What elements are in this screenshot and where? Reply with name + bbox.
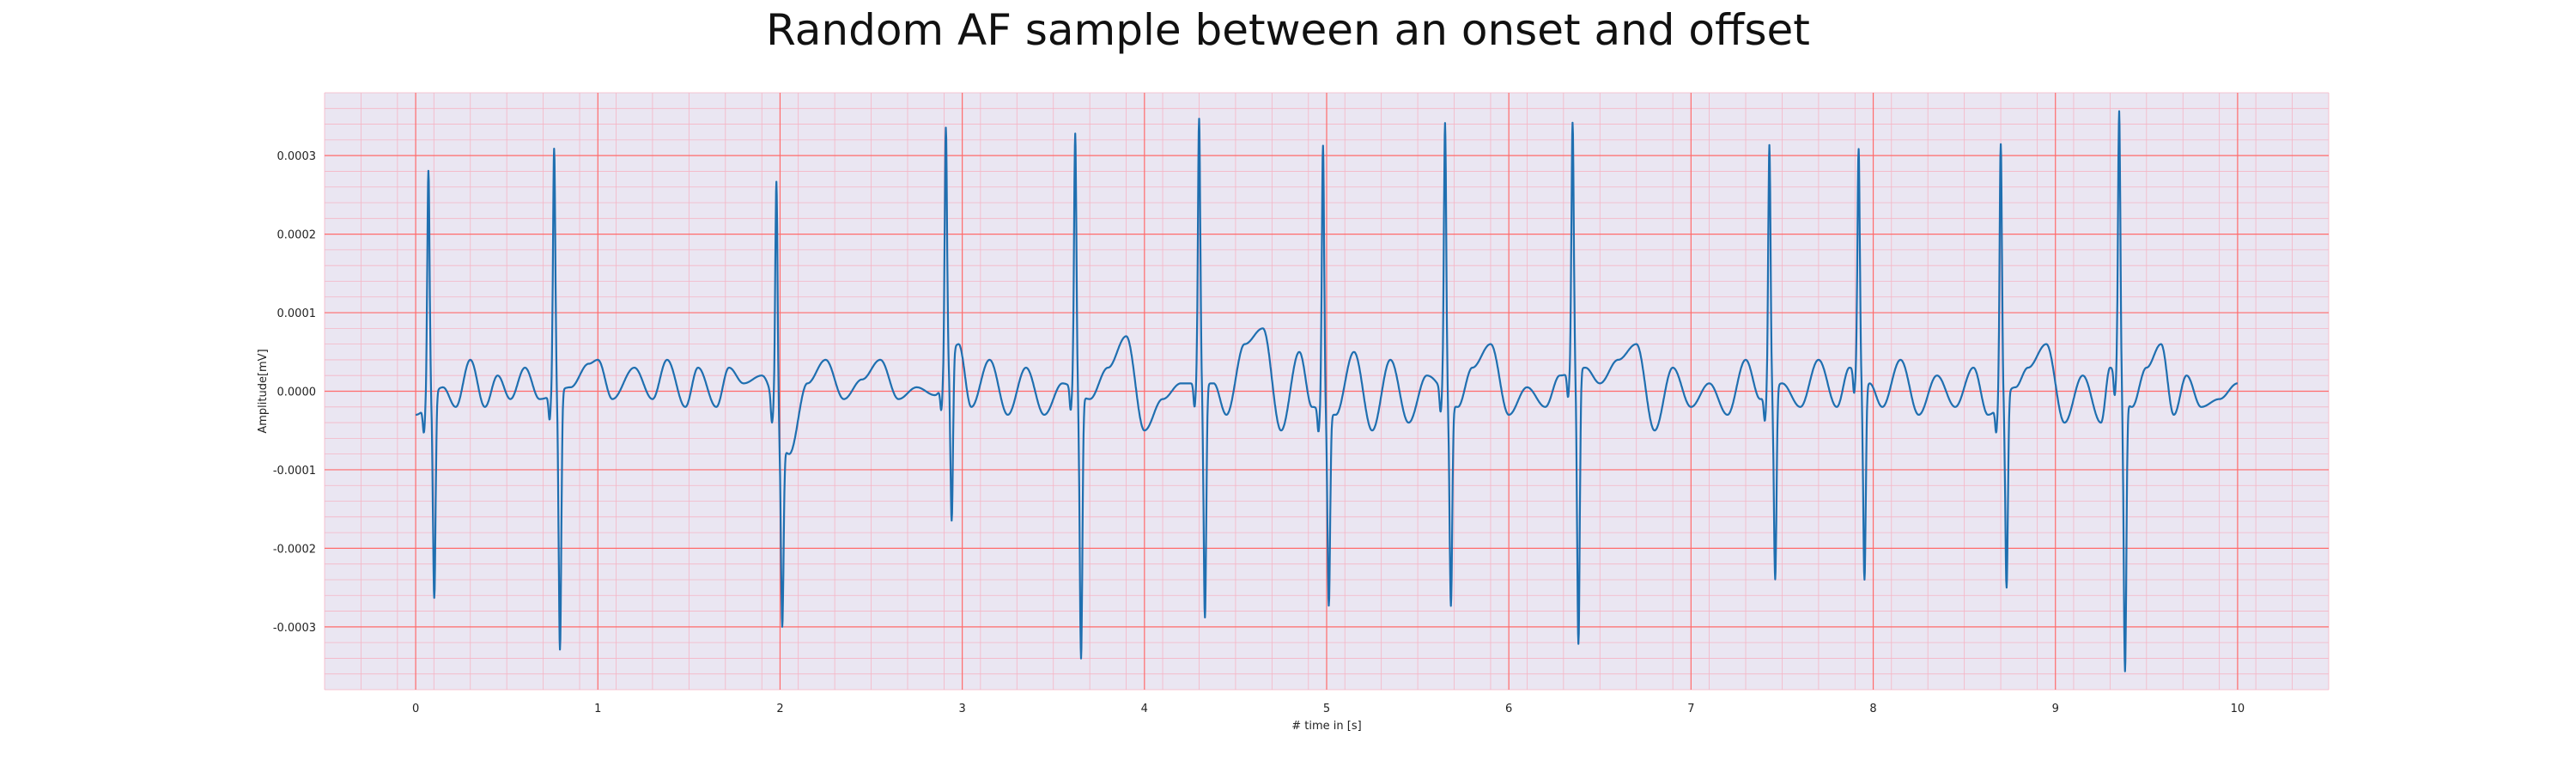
y-tick-label: 0.0003 bbox=[277, 150, 317, 163]
x-tick-label: 8 bbox=[1869, 703, 1876, 715]
x-tick-label: 5 bbox=[1323, 703, 1330, 715]
y-axis-label: Amplitude[mV] bbox=[257, 349, 270, 433]
y-tick-label: 0.0002 bbox=[277, 229, 317, 242]
y-tick-label: -0.0001 bbox=[273, 465, 316, 478]
x-tick-label: 1 bbox=[594, 703, 601, 715]
y-tick-label: 0.0001 bbox=[277, 307, 317, 320]
series-layer bbox=[415, 110, 2239, 673]
x-tick-label: 9 bbox=[2052, 703, 2059, 715]
x-tick-label: 10 bbox=[2231, 703, 2245, 715]
y-tick-label: -0.0002 bbox=[273, 543, 316, 556]
y-tick-label: -0.0003 bbox=[273, 622, 316, 635]
y-tick-labels: -0.0003 -0.0002 -0.0001 0.0000 0.0001 0.0002 0… bbox=[273, 150, 316, 635]
x-tick-label: 6 bbox=[1505, 703, 1512, 715]
x-tick-label: 7 bbox=[1687, 703, 1694, 715]
x-axis-label: # time in [s] bbox=[1291, 720, 1361, 733]
x-tick-label: 2 bbox=[776, 703, 783, 715]
chart-title: Random AF sample between an onset and of… bbox=[766, 5, 1810, 55]
ecg-series-line bbox=[415, 110, 2239, 673]
x-tick-label: 4 bbox=[1141, 703, 1148, 715]
major-grid bbox=[325, 93, 2329, 690]
x-tick-label: 0 bbox=[412, 703, 419, 715]
x-tick-label: 3 bbox=[958, 703, 965, 715]
y-tick-label: 0.0000 bbox=[277, 386, 317, 399]
x-tick-labels: 0 1 2 3 4 5 6 7 8 9 10 bbox=[412, 703, 2245, 715]
